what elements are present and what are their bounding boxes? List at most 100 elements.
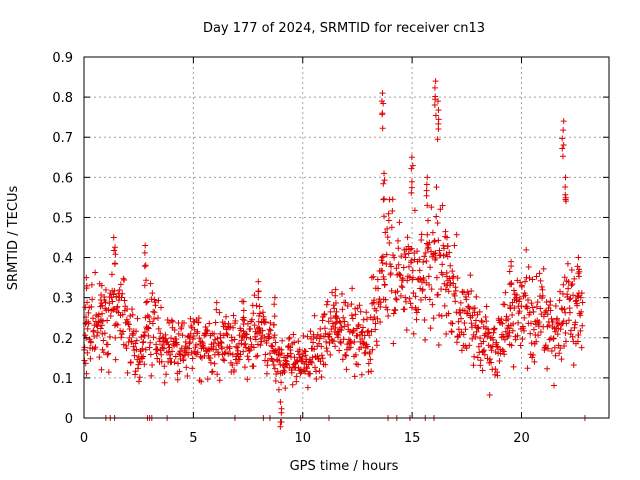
data-point (272, 377, 279, 384)
data-point (207, 359, 214, 366)
data-point (332, 299, 339, 306)
data-point (498, 316, 505, 323)
data-point (443, 269, 450, 276)
data-point (470, 362, 477, 369)
data-point (276, 357, 283, 364)
data-point (165, 341, 172, 348)
data-point (544, 365, 551, 372)
data-point (142, 262, 149, 269)
data-point (530, 351, 537, 358)
data-point (422, 294, 429, 301)
data-point (224, 332, 231, 339)
data-point (134, 315, 141, 322)
data-point (345, 326, 352, 333)
x-tick-label: 15 (404, 431, 421, 446)
data-point (472, 317, 479, 324)
data-point (129, 311, 136, 318)
data-point (551, 344, 558, 351)
data-point (343, 366, 350, 373)
data-point (307, 358, 314, 365)
data-point (352, 351, 359, 358)
data-point (202, 324, 209, 331)
data-point (570, 362, 577, 369)
data-point (577, 294, 584, 301)
data-point (503, 313, 510, 320)
data-point (513, 297, 520, 304)
data-point (501, 336, 508, 343)
data-point (322, 361, 329, 368)
data-point (368, 368, 375, 375)
y-tick-label: 0.6 (52, 171, 73, 186)
data-point (250, 363, 257, 370)
data-point (479, 367, 486, 374)
data-point (133, 346, 140, 353)
data-point (126, 334, 133, 341)
data-point (407, 300, 414, 307)
data-point (436, 247, 443, 254)
data-point (157, 347, 164, 354)
data-point (125, 320, 132, 327)
data-point (326, 333, 333, 340)
data-point (81, 344, 88, 351)
data-point (259, 309, 266, 316)
data-point (339, 306, 346, 313)
data-point (133, 337, 140, 344)
data-point (433, 274, 440, 281)
data-point (220, 356, 227, 363)
data-point (112, 244, 119, 251)
data-point (508, 280, 515, 287)
data-point (534, 299, 541, 306)
data-point (435, 120, 442, 127)
data-point (457, 299, 464, 306)
data-point (256, 303, 263, 310)
data-point (533, 273, 540, 280)
data-point (102, 299, 109, 306)
data-point (472, 333, 479, 340)
data-point (257, 335, 264, 342)
data-point (426, 281, 433, 288)
data-point (543, 299, 550, 306)
data-point (557, 345, 564, 352)
data-point (453, 309, 460, 316)
data-point (418, 236, 425, 243)
data-point (314, 331, 321, 338)
data-point (439, 261, 446, 268)
data-point (337, 319, 344, 326)
data-point (141, 282, 148, 289)
data-point (124, 369, 131, 376)
data-point (242, 340, 249, 347)
data-point (171, 326, 178, 333)
data-point (404, 234, 411, 241)
data-point (525, 264, 532, 271)
data-point (150, 308, 157, 315)
data-point (141, 361, 148, 368)
data-point (560, 142, 567, 149)
data-point (211, 360, 218, 367)
data-point (420, 259, 427, 266)
data-point (409, 162, 416, 169)
data-point (524, 365, 531, 372)
data-point (281, 354, 288, 361)
data-point (458, 315, 465, 322)
data-point (250, 310, 257, 317)
data-point (97, 325, 104, 332)
data-point (294, 358, 301, 365)
data-point (379, 125, 386, 132)
data-point (117, 281, 124, 288)
data-point (516, 296, 523, 303)
data-point (396, 271, 403, 278)
data-point (539, 292, 546, 299)
data-point (227, 350, 234, 357)
data-point (142, 346, 149, 353)
data-point (381, 170, 388, 177)
data-point (158, 304, 165, 311)
data-point (147, 280, 154, 287)
data-point (172, 353, 179, 360)
data-point (365, 368, 372, 375)
data-point (539, 286, 546, 293)
data-point (382, 296, 389, 303)
data-point (351, 373, 358, 380)
data-point (460, 331, 467, 338)
data-point (536, 270, 543, 277)
data-point (142, 242, 149, 249)
